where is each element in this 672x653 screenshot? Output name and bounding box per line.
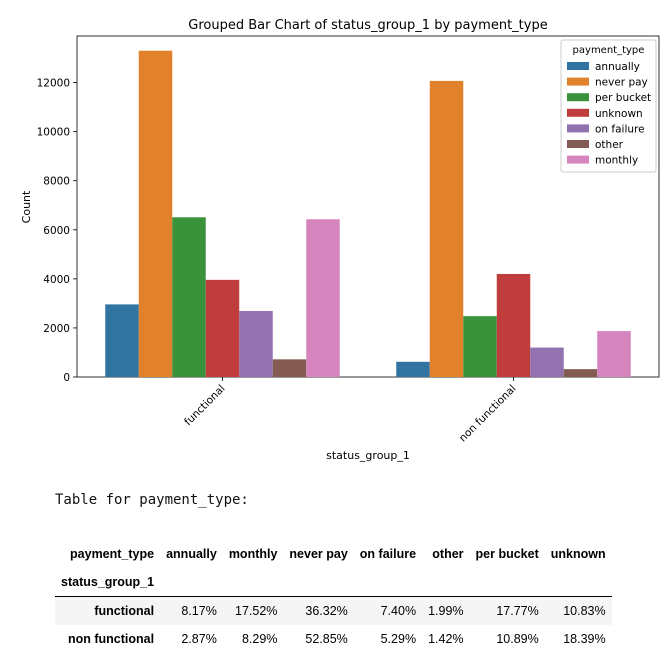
plot-frame: [76, 35, 660, 378]
column-header: never pay: [289, 547, 348, 561]
table-index-row: status_group_1: [55, 568, 612, 597]
bar: [429, 80, 464, 378]
y-tick-label: 2000: [43, 323, 70, 335]
table-cell: 10.83%: [563, 604, 606, 618]
table-cell: 17.77%: [496, 604, 539, 618]
legend-label: annually: [595, 61, 640, 73]
table-cell: 8.17%: [181, 604, 217, 618]
legend-swatch: [567, 62, 589, 70]
row-label: functional: [94, 604, 155, 618]
plot-area: 0 2000 4000 6000 8000 10000 12000 functional non…: [37, 35, 660, 445]
y-tick-label: 0: [63, 372, 70, 384]
legend: payment_type annually never pay per bucket u…: [560, 39, 657, 173]
table-cell: 2.87%: [181, 632, 217, 646]
legend-label: never pay: [595, 77, 648, 89]
legend-swatch: [567, 124, 589, 133]
table-cell: 18.39%: [563, 632, 606, 646]
column-header: monthly: [228, 547, 278, 561]
column-header: per bucket: [475, 547, 539, 561]
bar: [530, 347, 564, 377]
table-cell: 1.99%: [428, 604, 464, 618]
table-cell: 8.29%: [241, 632, 278, 646]
legend-swatch: [567, 140, 589, 148]
y-tick-label: 12000: [37, 78, 70, 90]
legend-label: unknown: [595, 108, 643, 120]
legend-title: payment_type: [573, 45, 645, 56]
bar: [138, 50, 173, 378]
bar: [463, 316, 497, 377]
bar: [239, 311, 273, 377]
column-header: unknown: [550, 547, 606, 561]
legend-frame: [560, 39, 657, 173]
y-tick-label: 6000: [43, 225, 70, 237]
table-cell: 36.32%: [305, 604, 348, 618]
y-axis-label: Count: [20, 190, 33, 223]
bar: [597, 331, 631, 377]
x-tick-label: functional: [182, 383, 227, 428]
table-header-row: payment_type annually monthly never pay on …: [55, 540, 612, 568]
y-tick-label: 4000: [43, 274, 70, 286]
table-cell: 5.29%: [380, 632, 417, 646]
legend-swatch: [567, 155, 589, 164]
table-cell: 1.42%: [428, 632, 464, 646]
legend-label: on failure: [595, 123, 645, 135]
table-cell: 7.40%: [380, 604, 417, 618]
chart-title: Grouped Bar Chart of status_group_1 by p…: [188, 18, 547, 33]
bar: [272, 359, 307, 377]
bar: [396, 361, 430, 377]
table-caption: Table for payment_type:: [55, 492, 249, 508]
bar: [172, 217, 206, 377]
table-cell: 52.85%: [305, 632, 348, 646]
bar: [105, 304, 139, 377]
payment-type-table: payment_type annually monthly never pay on …: [55, 540, 612, 653]
x-axis-label: status_group_1: [326, 449, 410, 462]
table-cell: 17.52%: [235, 604, 278, 618]
legend-label: monthly: [595, 155, 638, 167]
bar: [205, 279, 240, 377]
x-tick-label: non functional: [457, 383, 519, 445]
legend-swatch: [567, 77, 589, 86]
column-header: on failure: [359, 547, 417, 561]
table-cell: 10.89%: [496, 632, 539, 646]
row-label: non functional: [67, 632, 155, 646]
y-tick-label: 8000: [43, 176, 70, 188]
grouped-bar-chart: Grouped Bar Chart of status_group_1 by p…: [20, 18, 660, 462]
column-header: annually: [166, 547, 217, 561]
y-tick-label: 10000: [37, 127, 70, 139]
index-name-header: status_group_1: [61, 575, 155, 589]
bar: [306, 219, 340, 377]
columns-name-header: payment_type: [70, 547, 155, 561]
legend-label: per bucket: [595, 92, 651, 104]
bar: [563, 369, 598, 377]
legend-swatch: [567, 93, 589, 102]
table-row: non functional 2.87% 8.29% 52.85% 5.29% 1.42%…: [55, 625, 612, 653]
column-header: other: [432, 547, 464, 561]
legend-swatch: [567, 108, 589, 117]
table-row: functional 8.17% 17.52% 36.32% 7.40% 1.99% 17.…: [55, 596, 612, 625]
bar: [496, 273, 531, 377]
legend-label: other: [595, 139, 624, 151]
